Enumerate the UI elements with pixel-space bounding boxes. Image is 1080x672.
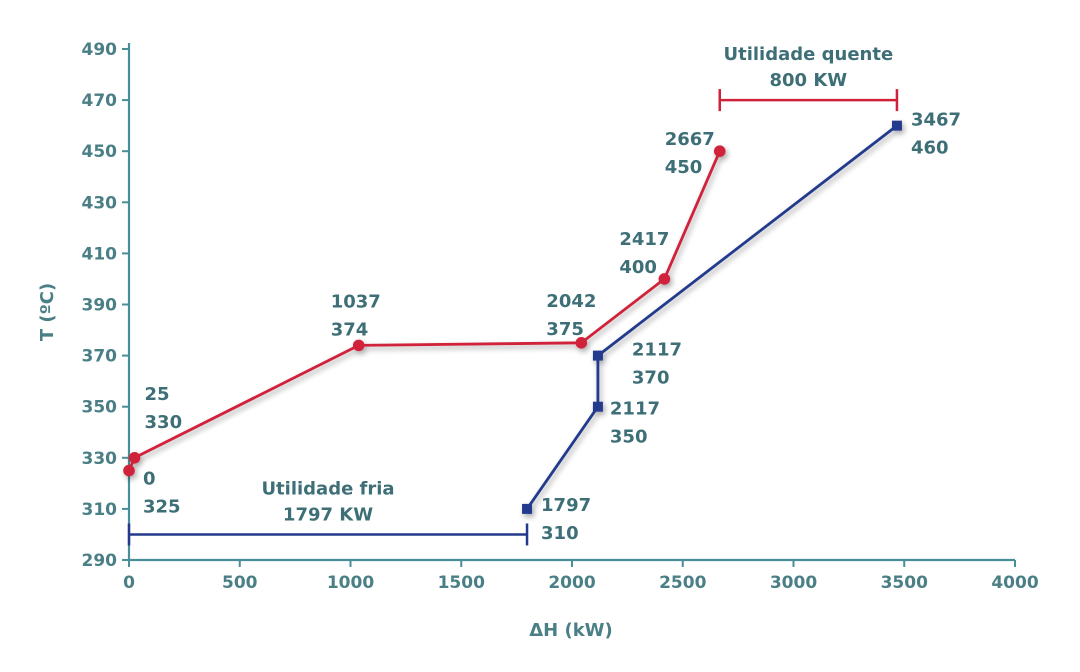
hot-point-label-y: 400 — [619, 257, 657, 278]
cold-point-label-y: 460 — [911, 138, 949, 159]
x-tick-label: 1000 — [327, 573, 374, 593]
cold-point-label-x: 2117 — [632, 340, 682, 361]
utility-brackets: Utilidade quente 800 KW Utilidade fria 1797… — [127, 44, 899, 546]
y-tick-label: 410 — [82, 244, 118, 264]
x-tick-label: 1500 — [438, 573, 485, 593]
hot-point-label-y: 325 — [143, 497, 181, 518]
hot-point — [352, 339, 365, 352]
x-tick-label: 4000 — [991, 573, 1038, 593]
hot-point — [123, 464, 135, 477]
cold-point-label-x: 3467 — [911, 110, 961, 131]
hot-point-label-y: 330 — [145, 412, 183, 433]
cold-point — [522, 503, 533, 514]
hot-point-label-x: 2417 — [619, 229, 669, 250]
x-tick-label: 3000 — [770, 573, 817, 593]
utilidade-fria-label: Utilidade fria — [261, 478, 394, 499]
y-tick-label: 490 — [82, 40, 118, 60]
x-tick-label: 2000 — [548, 573, 595, 593]
hot-point — [128, 452, 141, 464]
point-labels: 0 325 25 330 1037 374 2042 375 2417 400 2667 450 179… — [143, 110, 961, 544]
cold-point — [592, 350, 603, 361]
y-tick-label: 370 — [82, 347, 118, 367]
cold-point-label-x: 1797 — [541, 495, 591, 516]
axes: 290 310 330 350 370 390 410 430 450 470 490 0 500 100… — [82, 40, 1039, 593]
hot-point-label-x: 2667 — [665, 129, 715, 150]
y-tick-label: 450 — [82, 142, 118, 162]
y-tick-label: 430 — [82, 193, 118, 213]
cold-point-label-y: 350 — [610, 427, 648, 448]
hot-point-label-x: 25 — [145, 384, 170, 405]
utilidade-fria-value: 1797 KW — [283, 504, 373, 525]
y-tick-label: 310 — [82, 500, 118, 520]
utilidade-quente-label: Utilidade quente — [724, 44, 894, 65]
hot-point — [575, 337, 588, 349]
x-axis-title: ΔH (kW) — [529, 620, 613, 641]
y-tick-label: 350 — [82, 398, 118, 418]
y-tick-label: 470 — [82, 91, 118, 111]
hot-point-label-y: 375 — [546, 319, 584, 340]
hot-curve — [127, 150, 722, 472]
hot-point — [713, 145, 726, 157]
hot-point — [658, 273, 671, 285]
y-tick-label: 290 — [82, 551, 118, 571]
cold-curve — [525, 124, 898, 510]
y-tick-label: 390 — [82, 296, 118, 316]
utilidade-quente-value: 800 KW — [770, 70, 848, 91]
x-tick-label: 2500 — [659, 573, 706, 593]
hot-point-label-x: 1037 — [331, 291, 381, 312]
cold-point-label-y: 370 — [632, 368, 670, 389]
x-tick-label: 500 — [222, 573, 258, 593]
cold-point-label-y: 310 — [541, 523, 579, 544]
x-tick-label: 3500 — [881, 573, 928, 593]
y-axis-title: T (ºC) — [37, 283, 58, 341]
cold-point-label-x: 2117 — [610, 399, 660, 420]
cold-point — [592, 401, 603, 412]
cold-point — [891, 120, 902, 131]
hot-point-label-x: 2042 — [546, 291, 596, 312]
series-lines — [123, 120, 902, 514]
hot-point-label-x: 0 — [143, 469, 156, 490]
hot-point-label-y: 450 — [665, 157, 703, 178]
y-tick-label: 330 — [82, 449, 118, 469]
hot-point-label-y: 374 — [331, 319, 369, 340]
x-tick-label: 0 — [123, 573, 135, 593]
